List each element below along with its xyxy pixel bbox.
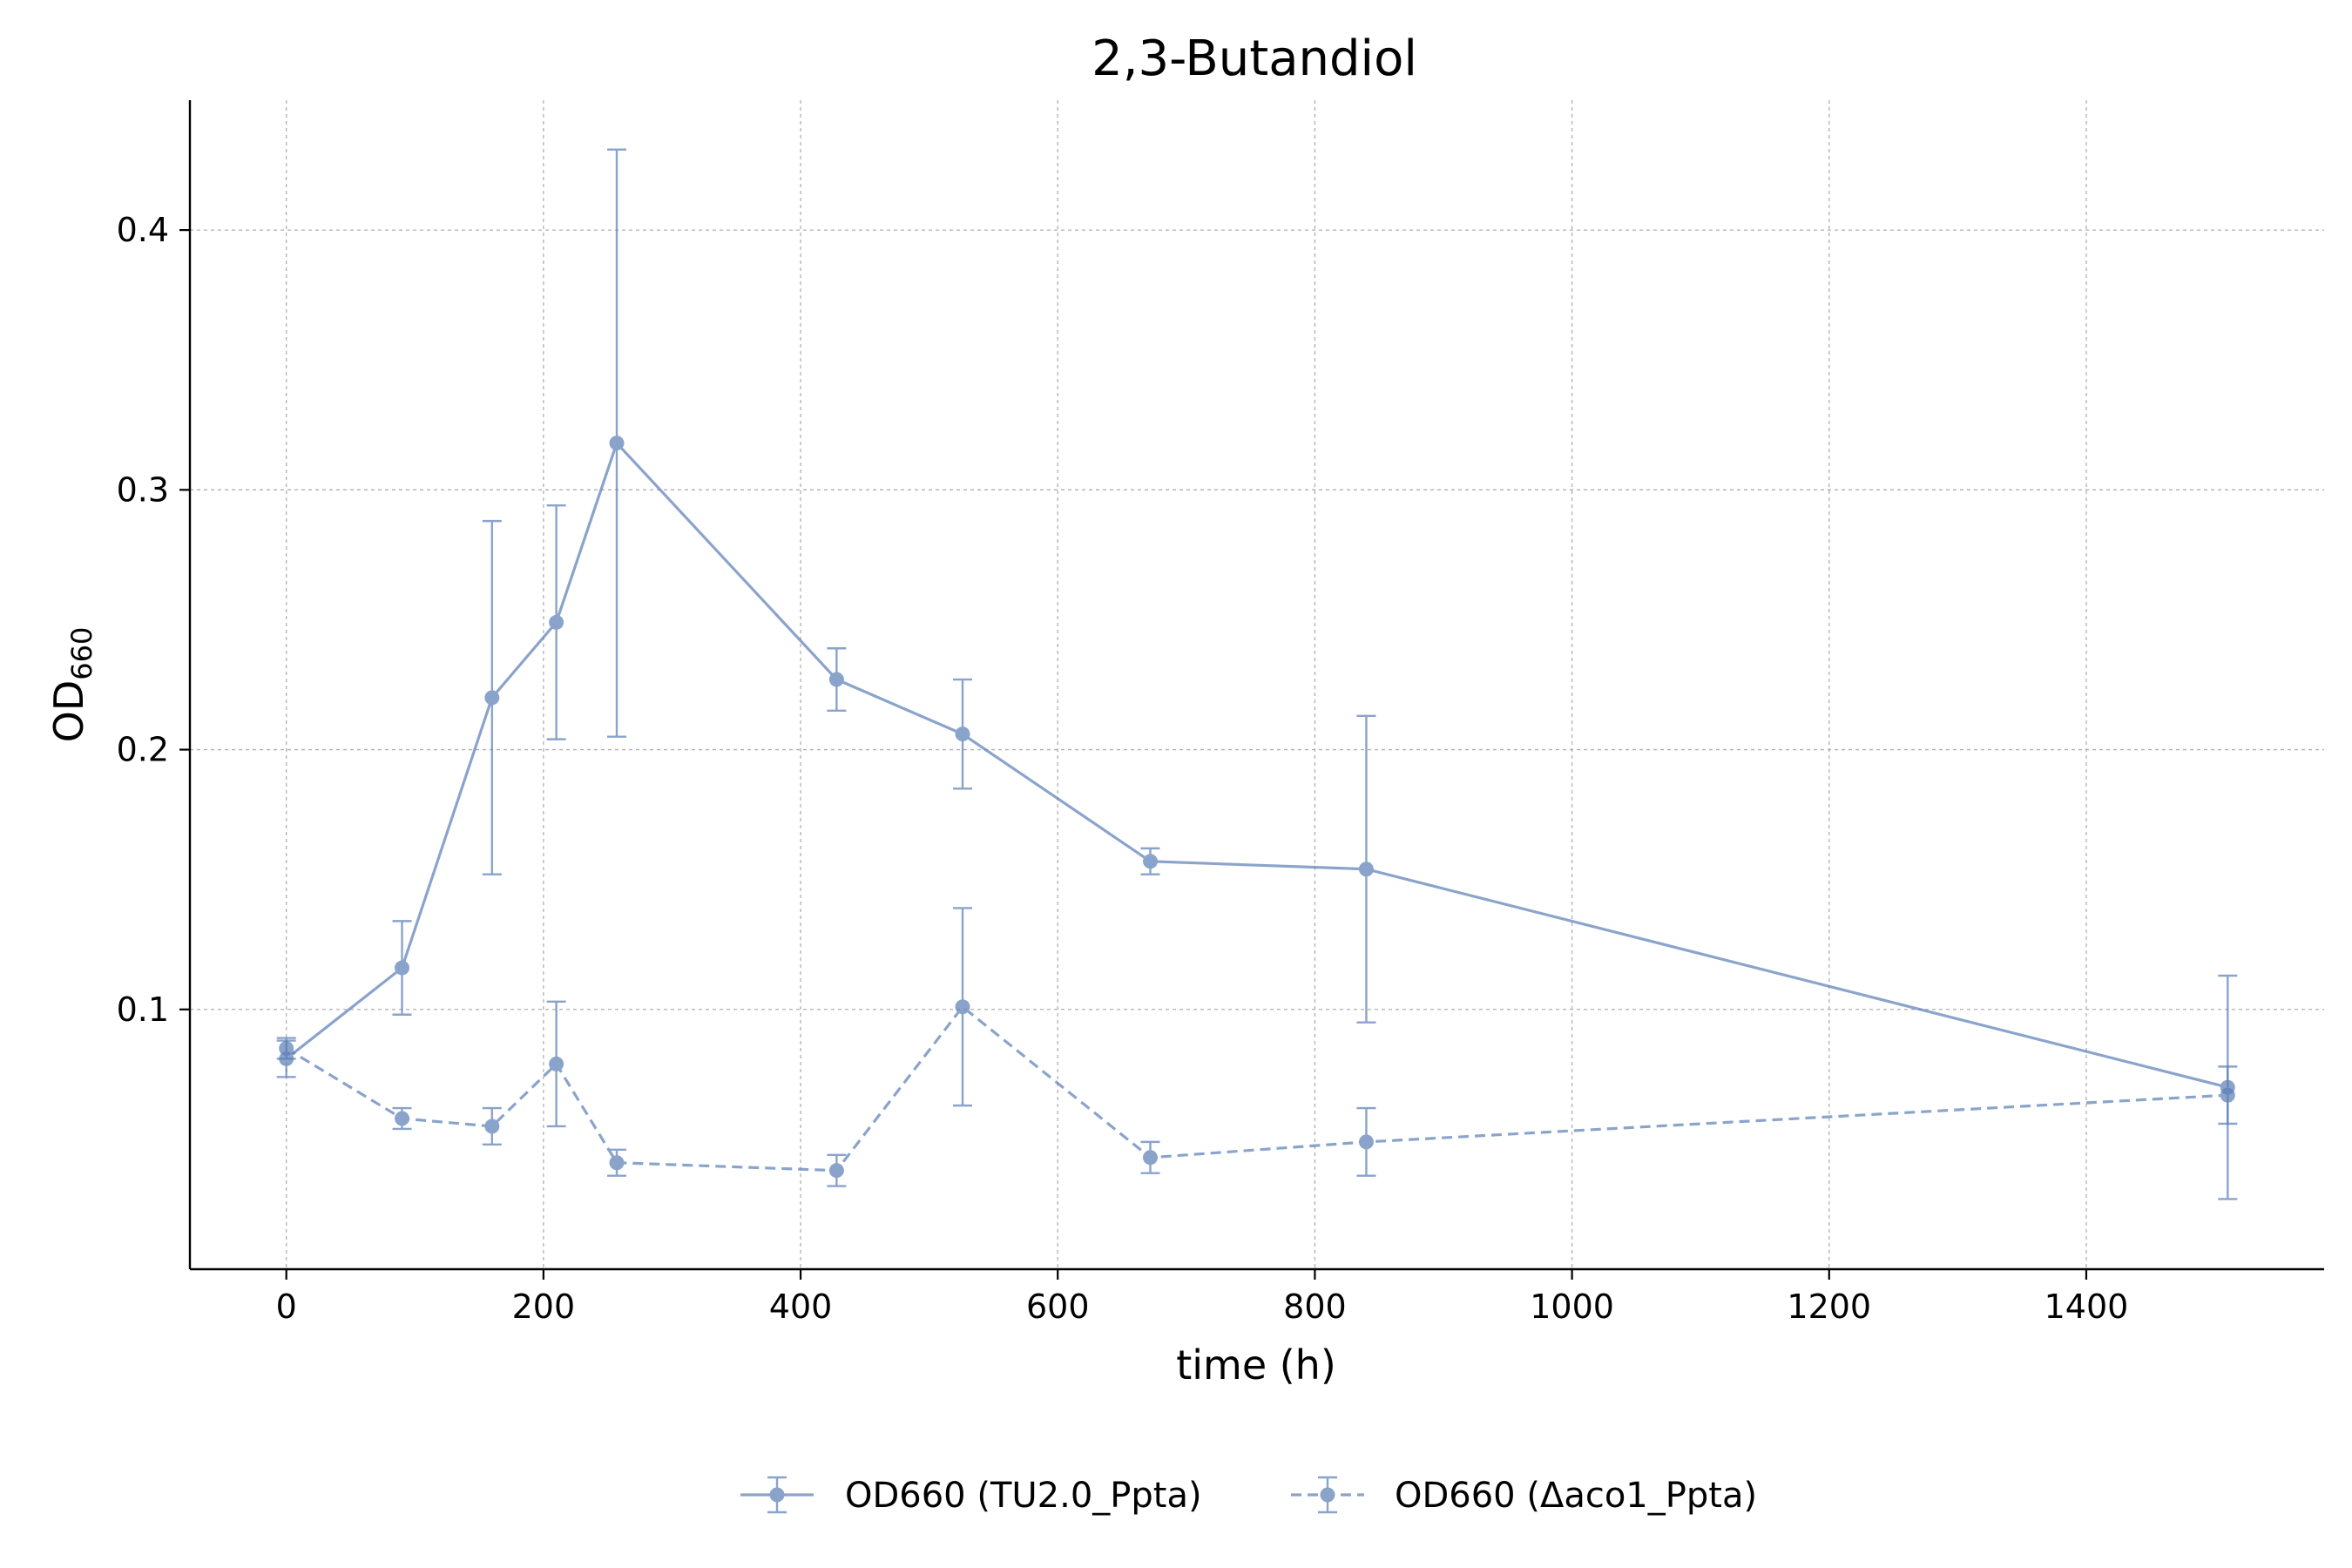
data-point: [395, 1111, 410, 1126]
legend-marker: [1320, 1487, 1335, 1503]
axes: [188, 100, 2324, 1271]
data-point: [955, 999, 970, 1015]
chart-title: 2,3-Butandiol: [1092, 30, 1417, 87]
x-tick-label: 1000: [1530, 1288, 1614, 1326]
y-tick-label: 0.3: [117, 470, 169, 509]
legend-item: OD660 (Δaco1_Ppta): [1291, 1476, 1757, 1516]
y-axis-label-subscript: 660: [65, 627, 98, 680]
data-point: [609, 1155, 625, 1171]
y-tick-label: 0.1: [117, 990, 169, 1029]
x-tick-label: 1200: [1787, 1288, 1871, 1326]
x-tick-label: 1400: [2044, 1288, 2129, 1326]
data-point: [1358, 1134, 1374, 1150]
data-point: [609, 436, 625, 451]
series-1: [276, 148, 2238, 1200]
x-tick-label: 0: [276, 1288, 297, 1326]
data-point: [828, 672, 844, 687]
grid: [190, 100, 2324, 1269]
data-point: [484, 1119, 500, 1134]
data-point: [828, 1163, 844, 1179]
data-point: [1143, 1150, 1158, 1166]
y-tick-label: 0.4: [117, 211, 169, 249]
data-point: [549, 1056, 564, 1071]
x-tick-label: 600: [1026, 1288, 1090, 1326]
data-point: [279, 1041, 294, 1057]
legend-marker: [769, 1487, 785, 1503]
legend-item: OD660 (TU2.0_Ppta): [740, 1476, 1202, 1516]
y-ticks: 0.1 0.2 0.3 0.4: [117, 211, 190, 1029]
series-2: [276, 907, 2238, 1187]
x-tick-label: 400: [769, 1288, 833, 1326]
data-point: [549, 614, 564, 630]
legend-label: OD660 (Δaco1_Ppta): [1395, 1476, 1757, 1516]
data-point: [1358, 862, 1374, 877]
y-tick-label: 0.2: [117, 731, 169, 769]
data-point: [1143, 854, 1158, 869]
legend-symbol: [740, 1476, 814, 1514]
y-axis-label-main: OD: [45, 680, 92, 743]
series-line: [285, 1004, 2228, 1173]
x-tick-label: 200: [512, 1288, 576, 1326]
legend-label: OD660 (TU2.0_Ppta): [845, 1476, 1202, 1516]
data-point: [395, 960, 410, 976]
data-point: [955, 727, 970, 742]
x-ticks: 0 200 400 600 800 1000 1200 1400: [276, 1269, 2129, 1326]
x-tick-label: 800: [1283, 1288, 1347, 1326]
data-point: [484, 690, 500, 706]
data-point: [2220, 1087, 2235, 1103]
legend: OD660 (TU2.0_Ppta) OD660 (Δaco1_Ppta): [740, 1476, 1757, 1516]
series: [276, 148, 2238, 1200]
x-axis-label: time (h): [1176, 1342, 1336, 1389]
y-axis-label: OD660: [45, 627, 98, 743]
legend-symbol: [1291, 1476, 1364, 1514]
series-line: [285, 440, 2228, 1089]
